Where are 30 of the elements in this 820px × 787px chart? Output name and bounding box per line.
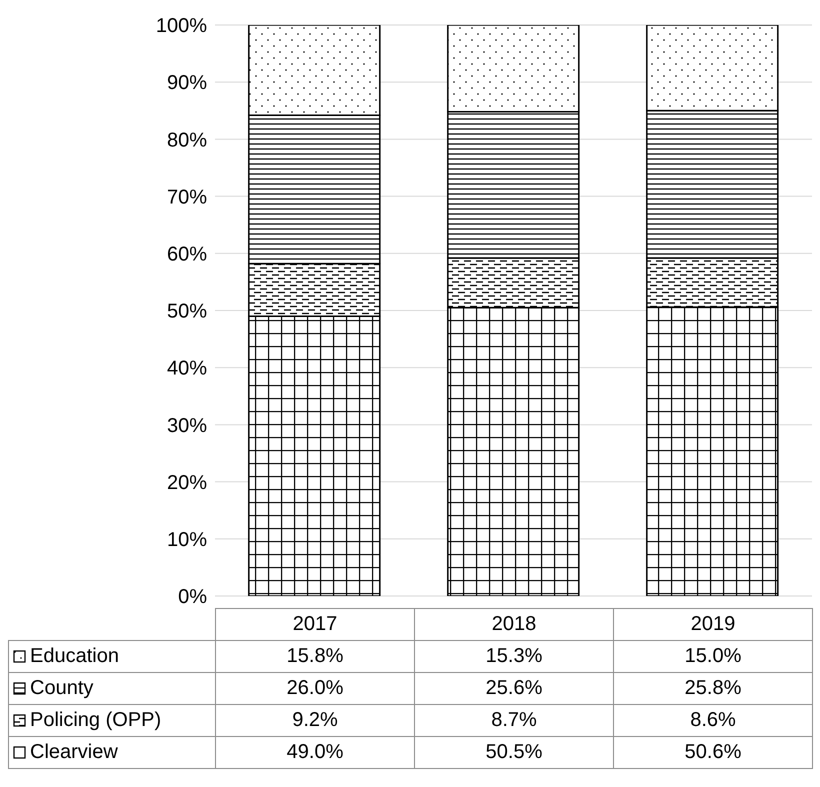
y-tick-label: 60% [166,244,208,266]
data-label: 25.8% [614,672,812,704]
x-tick-label: 2018 [414,608,614,640]
data-label: 26.0% [216,672,414,704]
legend-label: Education [30,645,119,667]
y-tick-label: 30% [166,414,208,437]
data-label: 8.6% [614,704,812,736]
y-tick-label: 40% [166,358,208,380]
x-tick-label: 2019 [614,608,812,640]
data-label: 15.8% [216,640,414,672]
data-label: 9.2% [216,704,414,736]
data-label: 50.5% [414,736,614,768]
data-label: 15.3% [414,640,614,672]
y-tick-label: 20% [166,472,208,494]
data-label: 50.6% [614,736,812,768]
data-label: 8.7% [414,704,614,736]
y-tick-label: 100% [156,15,208,38]
y-tick-label: 70% [166,186,208,208]
x-tick-label: 2017 [216,608,414,640]
data-label: 49.0% [216,736,414,768]
legend-label: Clearview [30,741,118,763]
y-tick-label: 80% [166,129,208,152]
data-label: 15.0% [614,640,812,672]
y-tick-label: 50% [166,300,208,323]
y-tick-label: 90% [166,72,208,94]
legend-label: Policing (OPP) [30,709,162,731]
y-tick-label: 0% [178,586,208,608]
y-tick-label: 10% [166,529,208,551]
data-label: 25.6% [414,672,614,704]
legend-label: County [30,677,94,699]
